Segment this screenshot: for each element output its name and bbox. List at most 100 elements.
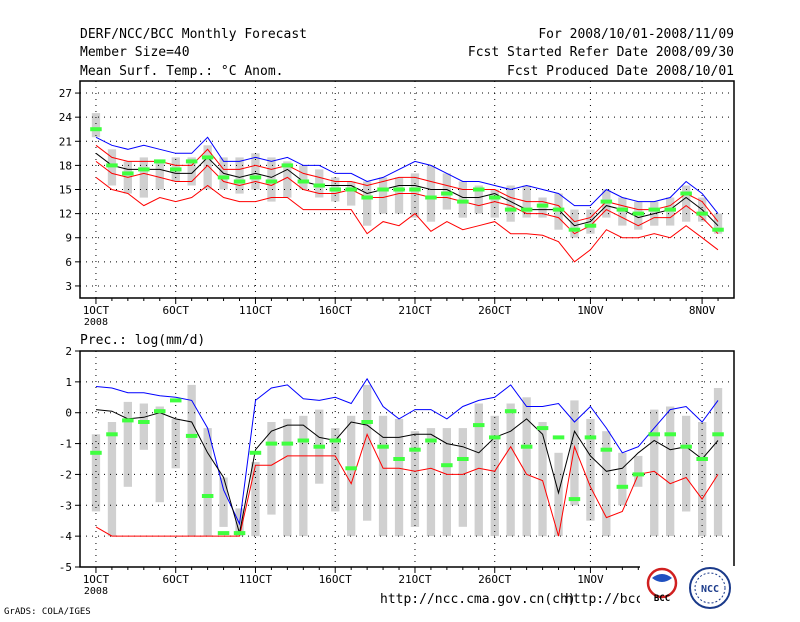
prec-ytick-label-2: 2 [65, 345, 72, 358]
temp-marker-day-19 [393, 187, 405, 192]
prec-box-day-31 [586, 418, 595, 521]
temp-marker-day-31 [584, 223, 597, 228]
temp-box-day-0 [91, 113, 101, 138]
temp-box-day-34 [634, 201, 643, 230]
temp-ytick-label-3: 3 [65, 280, 72, 293]
ncc-logo-bg [686, 566, 736, 610]
temp-marker-day-32 [600, 199, 613, 204]
prec-marker-day-36 [664, 432, 676, 437]
temp-line-p25 [95, 161, 719, 235]
prec-box-day-4 [155, 406, 164, 503]
prec-marker-day-38 [696, 457, 708, 461]
footer-url-ncc[interactable]: http://ncc.cma.gov.cn(ch) [380, 592, 576, 607]
prec-ytick-label--1: -1 [59, 438, 72, 451]
prec-xtick-label-1NOV: 1NOV [577, 573, 604, 586]
prec-box-day-10 [251, 462, 260, 537]
prec-marker-day-1 [106, 432, 118, 437]
temp-marker-day-33 [616, 207, 629, 212]
prec-ytick-label--3: -3 [59, 499, 72, 512]
temp-marker-day-12 [281, 163, 294, 168]
prec-marker-day-24 [473, 423, 485, 428]
prec-marker-day-13 [297, 438, 310, 443]
ncc-logo-ring [689, 567, 731, 609]
precip-markers [90, 398, 724, 536]
prec-box-day-27 [522, 397, 531, 537]
temp-line-min [95, 177, 719, 263]
footer-url-bcc[interactable]: http://bcc. [565, 592, 651, 607]
temp-marker-day-2 [122, 171, 134, 176]
prec-box-day-2 [123, 401, 132, 487]
prec-box-day-35 [650, 409, 659, 537]
temp-line-max [95, 136, 719, 214]
temp-xtick-label-6OCT: 6OCT [162, 304, 189, 317]
temp-ytick-label-27: 27 [59, 87, 72, 100]
temp-marker-day-28 [536, 203, 549, 208]
prec-box-day-18 [378, 415, 388, 537]
temp-xtick-label-16OCT: 16OCT [319, 304, 352, 317]
prec-marker-day-23 [457, 457, 469, 461]
prec-box-day-13 [299, 415, 308, 537]
temp-marker-day-34 [632, 211, 645, 216]
bcc-logo-text: BCC [654, 594, 670, 604]
prec-box-day-34 [634, 455, 643, 487]
prec-box-day-19 [394, 418, 404, 537]
temp-line-p75 [95, 144, 719, 223]
temp-ytick-label-18: 18 [59, 159, 72, 172]
temp-marker-day-24 [473, 187, 485, 192]
bcc-logo: BCC [640, 566, 686, 608]
prec-marker-day-5 [170, 398, 182, 403]
prec-xtick-label-26OCT: 26OCT [478, 573, 511, 586]
temperature-markers [90, 127, 724, 232]
temp-marker-day-13 [297, 179, 310, 184]
prec-marker-day-8 [217, 531, 230, 536]
prec-box-day-32 [602, 431, 611, 537]
prec-box-day-17 [363, 384, 372, 521]
temp-box-day-25 [490, 189, 499, 218]
temp-frame [79, 80, 735, 299]
temp-box-day-9 [235, 157, 244, 194]
prec-line-min [95, 432, 719, 537]
temp-box-day-3 [139, 157, 148, 198]
prec-xtick-label-6OCT: 6OCT [162, 573, 189, 586]
temp-marker-day-30 [568, 227, 581, 232]
temp-marker-day-8 [217, 175, 230, 180]
prec-box-day-12 [283, 418, 292, 537]
prec-box-day-20 [410, 431, 420, 527]
temp-marker-day-36 [664, 207, 676, 212]
prec-marker-day-16 [345, 466, 357, 471]
temp-ytick-label-24: 24 [59, 111, 73, 124]
temp-box-day-4 [155, 161, 164, 190]
temp-marker-day-9 [233, 179, 246, 184]
prec-marker-day-12 [281, 441, 294, 446]
temp-ytick-label-6: 6 [65, 256, 72, 269]
prec-box-day-6 [187, 384, 196, 537]
prec-box-day-7 [203, 428, 212, 537]
temp-ytick-label-15: 15 [59, 184, 72, 197]
prec-marker-day-6 [185, 433, 198, 438]
temp-marker-day-7 [201, 155, 214, 160]
temp-xtick-label-1OCT: 1OCT [83, 304, 110, 317]
prec-marker-day-35 [648, 432, 660, 437]
temperature-grid [80, 81, 734, 298]
prec-marker-day-4 [154, 409, 166, 414]
prec-marker-day-21 [425, 438, 437, 443]
prec-ytick-label--5: -5 [59, 561, 72, 574]
header-variable: Mean Surf. Temp.: °C Anom. [80, 64, 284, 79]
prec-marker-day-27 [520, 444, 533, 449]
prec-marker-day-31 [584, 435, 597, 440]
prec-box-day-25 [490, 415, 499, 537]
temp-xtick-label-26OCT: 26OCT [478, 304, 511, 317]
prec-box-day-11 [267, 422, 276, 515]
prec-box-day-24 [474, 403, 483, 537]
precip-lines [95, 377, 719, 537]
prec-marker-day-14 [313, 444, 325, 449]
prec-box-day-0 [91, 434, 101, 512]
temp-marker-day-11 [265, 179, 278, 184]
temp-box-day-16 [347, 181, 356, 206]
prec-xtick-sublabel: 2008 [84, 586, 108, 597]
temp-marker-day-16 [345, 187, 357, 192]
temp-marker-day-20 [409, 187, 421, 192]
prec-box-day-5 [171, 418, 180, 469]
prec-xtick-label-1OCT: 1OCT [83, 573, 110, 586]
